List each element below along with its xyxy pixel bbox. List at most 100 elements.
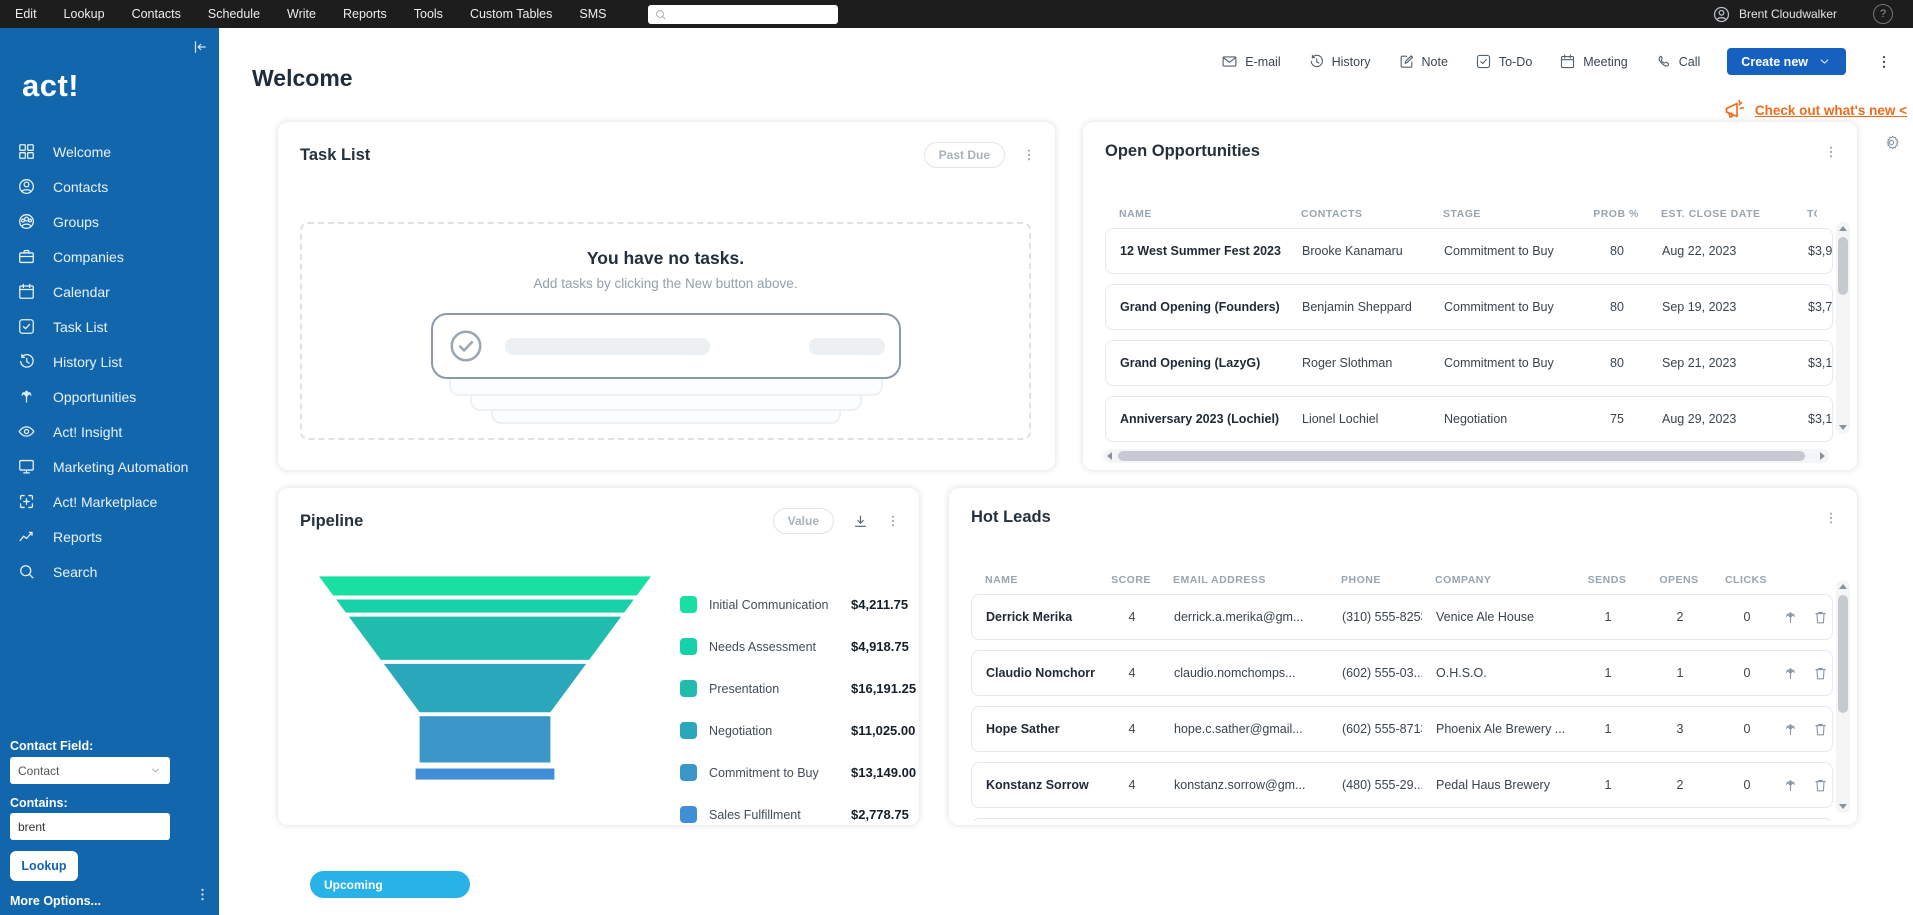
opportunity-row[interactable]: Grand Opening (Founders) Benjamin Sheppar… — [1105, 284, 1833, 330]
action-e-mail[interactable]: E-mail — [1221, 53, 1281, 70]
scrollbar-thumb[interactable] — [1118, 451, 1805, 461]
create-opportunity-icon[interactable] — [1782, 609, 1799, 626]
lead-row[interactable]: Derrick Merika 4 derrick.a.merika@gm... (31… — [971, 594, 1833, 640]
menu-sms[interactable]: SMS — [579, 7, 607, 21]
delete-lead-icon[interactable] — [1812, 721, 1829, 738]
opportunity-row[interactable]: Grand Opening (LazyG) Roger Slothman Commi… — [1105, 340, 1833, 386]
create-new-button[interactable]: Create new — [1727, 48, 1846, 75]
funnel-segment-initial-communication[interactable] — [319, 576, 651, 596]
scrollbar-thumb[interactable] — [1838, 595, 1848, 713]
create-opportunity-icon[interactable] — [1782, 665, 1799, 682]
funnel-segment-sales-fulfillment[interactable] — [415, 768, 555, 780]
action-call[interactable]: Call — [1655, 53, 1700, 70]
global-search-box[interactable] — [648, 4, 839, 24]
funnel-segment-needs-assessment[interactable] — [336, 599, 634, 613]
action-note[interactable]: Note — [1398, 53, 1448, 70]
sidebar-item-calendar[interactable]: Calendar — [0, 274, 219, 309]
legend-value: $4,211.75 — [851, 597, 909, 612]
contact-field-select[interactable]: Contact — [10, 757, 170, 784]
scrollbar-thumb[interactable] — [1838, 237, 1848, 295]
lead-row[interactable]: Claudio Nomchorr 4 claudio.nomchomps... (60… — [971, 650, 1833, 696]
funnel-segment-negotiation[interactable] — [383, 663, 587, 713]
sidebar-item-act-marketplace[interactable]: Act! Marketplace — [0, 484, 219, 519]
open-opportunities-menu[interactable] — [1823, 144, 1839, 160]
funnel-segment-presentation[interactable] — [348, 616, 622, 660]
user-menu[interactable]: Brent Cloudwalker ? — [1712, 4, 1913, 24]
leads-vertical-scrollbar[interactable] — [1836, 580, 1850, 813]
header-more-menu[interactable] — [1875, 53, 1893, 71]
menu-tools[interactable]: Tools — [413, 7, 443, 21]
action-meeting[interactable]: Meeting — [1559, 53, 1628, 70]
sidebar-item-opportunities[interactable]: Opportunities — [0, 379, 219, 414]
pipeline-menu[interactable] — [885, 513, 901, 529]
sidebar-item-companies[interactable]: Companies — [0, 239, 219, 274]
menu-edit[interactable]: Edit — [15, 7, 37, 21]
opportunities-horizontal-scrollbar[interactable] — [1103, 449, 1829, 463]
menu-contacts[interactable]: Contacts — [131, 7, 181, 21]
menu-write[interactable]: Write — [287, 7, 316, 21]
more-options-link[interactable]: More Options... — [10, 894, 101, 908]
scroll-left-arrow[interactable] — [1103, 449, 1116, 463]
global-search-input[interactable] — [671, 5, 833, 23]
cell-clicks: 0 — [1743, 778, 1751, 792]
kebab-icon — [1829, 146, 1833, 157]
menu-custom-tables[interactable]: Custom Tables — [469, 7, 553, 21]
column-header-stage: STAGE — [1443, 208, 1481, 220]
toggle-upcoming[interactable]: Upcoming — [310, 871, 470, 898]
opportunities-table-header: NAME CONTACTS STAGE PROB % EST. CLOSE DATE TO… — [1105, 208, 1817, 220]
delete-lead-icon[interactable] — [1812, 777, 1829, 794]
opportunity-row[interactable]: 12 West Summer Fest 2023 Brooke Kanamaru C… — [1105, 228, 1833, 274]
help-icon[interactable]: ? — [1873, 4, 1893, 24]
lookup-button[interactable]: Lookup — [10, 851, 78, 881]
action-label: History — [1331, 54, 1371, 69]
task-list-menu[interactable] — [1021, 147, 1037, 163]
lead-row[interactable]: Konstanz Sorrow 4 konstanz.sorrow@gm... (48… — [971, 762, 1833, 808]
sidebar-item-history-list[interactable]: History List — [0, 344, 219, 379]
delete-lead-icon[interactable] — [1812, 665, 1829, 682]
scroll-up-arrow[interactable] — [1836, 580, 1850, 593]
check-circle-icon — [449, 330, 482, 362]
sidebar-item-groups[interactable]: Groups — [0, 204, 219, 239]
cell-score: 4 — [1128, 610, 1136, 624]
sidebar-item-search[interactable]: Search — [0, 554, 219, 589]
menu-schedule[interactable]: Schedule — [207, 7, 261, 21]
cell-company: Venice Ale House — [1436, 610, 1534, 624]
menu-reports[interactable]: Reports — [342, 7, 387, 21]
scroll-down-arrow[interactable] — [1836, 421, 1850, 434]
funnel-segment-commitment-to-buy[interactable] — [419, 716, 551, 763]
lead-row[interactable]: Hope Sather 4 hope.c.sather@gmail... (602) … — [971, 706, 1833, 752]
toggle-value[interactable]: Value — [787, 514, 819, 528]
cell-phone: (602) 555-03... — [1342, 666, 1422, 680]
sidebar-item-reports[interactable]: Reports — [0, 519, 219, 554]
create-opportunity-icon[interactable] — [1782, 777, 1799, 794]
lead-row-partial[interactable] — [971, 818, 1833, 821]
sidebar-item-marketing-automation[interactable]: Marketing Automation — [0, 449, 219, 484]
whats-new-link[interactable]: Check out what's new < — [1722, 98, 1907, 122]
contains-input[interactable] — [10, 813, 170, 840]
scroll-down-arrow[interactable] — [1836, 800, 1850, 813]
sidebar-item-contacts[interactable]: Contacts — [0, 169, 219, 204]
scroll-up-arrow[interactable] — [1836, 222, 1850, 235]
menu-lookup[interactable]: Lookup — [63, 7, 105, 21]
task-empty-state: You have no tasks. Add tasks by clicking… — [300, 222, 1031, 440]
delete-lead-icon[interactable] — [1812, 609, 1829, 626]
sidebar-item-welcome[interactable]: Welcome — [0, 134, 219, 169]
hot-leads-menu[interactable] — [1823, 510, 1839, 526]
action-history[interactable]: History — [1308, 53, 1371, 70]
sidebar-item-act-insight[interactable]: Act! Insight — [0, 414, 219, 449]
sidebar-more-menu[interactable] — [194, 886, 211, 903]
download-icon[interactable] — [852, 513, 869, 530]
create-opportunity-icon[interactable] — [1782, 721, 1799, 738]
gear-icon — [1886, 135, 1899, 150]
opportunities-vertical-scrollbar[interactable] — [1836, 222, 1850, 434]
action-to-do[interactable]: To-Do — [1475, 53, 1532, 70]
cell-close_date: Aug 22, 2023 — [1662, 244, 1737, 258]
toggle-past-due[interactable]: Past Due — [938, 148, 990, 162]
opportunity-row[interactable]: Anniversary 2023 (Lochiel) Lionel Lochiel… — [1105, 396, 1833, 442]
sidebar-collapse-button[interactable] — [191, 38, 209, 56]
cell-sends: 1 — [1604, 610, 1612, 624]
note-icon — [1400, 55, 1413, 68]
scroll-right-arrow[interactable] — [1816, 449, 1829, 463]
dashboard-settings-gear[interactable] — [1883, 134, 1900, 151]
sidebar-item-task-list[interactable]: Task List — [0, 309, 219, 344]
